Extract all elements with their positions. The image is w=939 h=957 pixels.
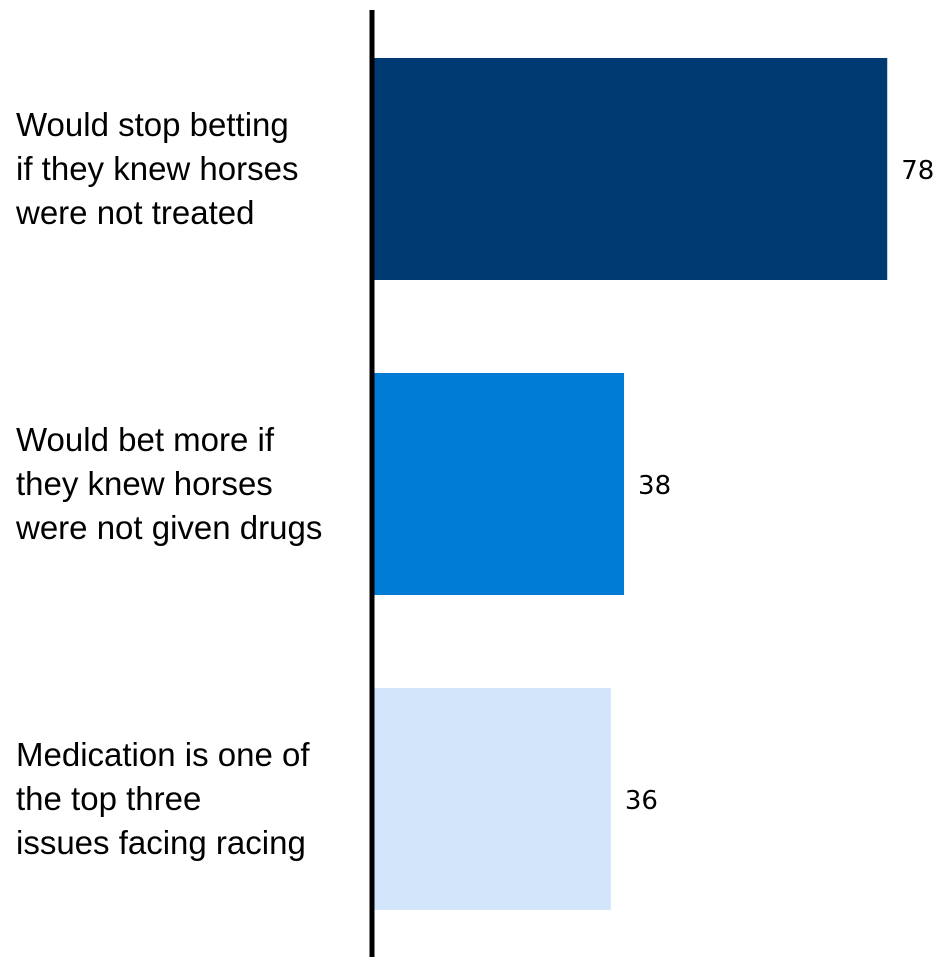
bar-2 (374, 373, 625, 595)
value-label-3: 36 (625, 786, 658, 816)
category-label-3: Medication is one of the top three issue… (16, 736, 310, 861)
bar-1 (374, 58, 888, 280)
category-label-2: Would bet more if they knew horses were … (16, 421, 323, 546)
value-label-1: 78 (901, 156, 934, 186)
value-label-2: 38 (638, 471, 671, 501)
value-labels: 78 38 36 (625, 156, 934, 816)
bars (374, 58, 888, 910)
category-label-1: Would stop betting if they knew horses w… (16, 106, 299, 231)
bar-3 (374, 688, 611, 910)
